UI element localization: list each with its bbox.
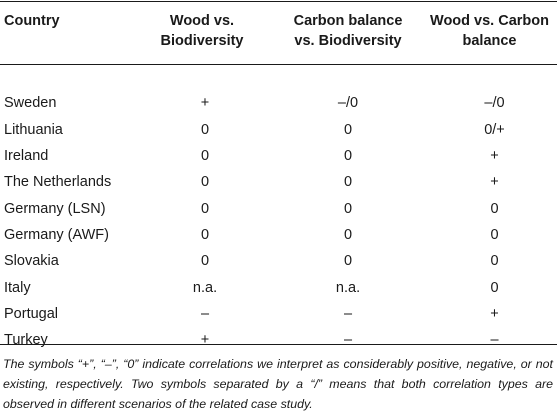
table-row: Italy n.a. n.a. 0 xyxy=(0,274,557,300)
cell-carbon-bio: 0 xyxy=(343,253,353,270)
header-country: Country xyxy=(4,13,60,29)
cell-wood-bio: 0 xyxy=(200,148,210,165)
cell-carbon-bio: 0 xyxy=(343,148,353,165)
cell-country: Germany (AWF) xyxy=(4,226,109,243)
cell-country: Germany (LSN) xyxy=(4,200,106,217)
header-wood-vs-carbon: Wood vs. Carbon balance xyxy=(430,13,549,49)
cell-wood-carbon: 0 xyxy=(490,200,499,217)
cell-wood-carbon: 0 xyxy=(490,279,499,296)
cell-carbon-bio: – xyxy=(343,305,353,322)
cell-country: Sweden xyxy=(4,95,57,112)
cell-wood-carbon: + xyxy=(490,174,499,191)
cell-country: Ireland xyxy=(4,148,49,165)
table-row: Portugal – – + xyxy=(0,301,557,327)
header-carbon-vs-biodiversity: Carbon balance vs. Biodiversity xyxy=(293,13,403,49)
cell-carbon-bio: – xyxy=(343,332,353,349)
table-row: Germany (LSN) 0 0 0 xyxy=(0,195,557,221)
cell-carbon-bio: 0 xyxy=(343,174,353,191)
cell-country: The Netherlands xyxy=(4,174,112,191)
top-rule xyxy=(0,1,557,2)
header-row: Country Wood vs. Biodiversity Carbon bal… xyxy=(0,2,557,64)
cell-wood-carbon: 0 xyxy=(490,226,499,243)
cell-carbon-bio: –/0 xyxy=(337,95,359,112)
cell-country: Portugal xyxy=(4,305,59,322)
cell-carbon-bio: 0 xyxy=(343,226,353,243)
table-row: Germany (AWF) 0 0 0 xyxy=(0,222,557,248)
cell-wood-bio: + xyxy=(200,95,210,112)
table-row: The Netherlands 0 0 + xyxy=(0,169,557,195)
cell-country: Turkey xyxy=(4,332,48,349)
cell-wood-bio: – xyxy=(200,305,210,322)
cell-carbon-bio: 0 xyxy=(343,200,353,217)
cell-wood-bio: 0 xyxy=(200,174,210,191)
cell-wood-carbon: + xyxy=(490,148,499,165)
cell-country: Italy xyxy=(4,279,31,296)
table-row: Ireland 0 0 + xyxy=(0,143,557,169)
bottom-rule xyxy=(0,344,557,345)
table-row: Turkey + – – xyxy=(0,327,557,353)
cell-wood-bio: 0 xyxy=(200,253,210,270)
table-row: Lithuania 0 0 0/+ xyxy=(0,117,557,143)
table-footnote: The symbols “+”, “–”, “0” indicate corre… xyxy=(3,357,553,411)
cell-wood-carbon: + xyxy=(490,305,499,322)
cell-wood-carbon: –/0 xyxy=(484,95,505,112)
cell-wood-carbon: 0 xyxy=(490,253,499,270)
correlation-table: Country Wood vs. Biodiversity Carbon bal… xyxy=(0,2,557,353)
cell-carbon-bio: n.a. xyxy=(335,279,361,296)
cell-carbon-bio: 0 xyxy=(343,121,353,138)
cell-wood-carbon: 0/+ xyxy=(484,121,505,138)
header-rule xyxy=(0,64,557,65)
cell-country: Slovakia xyxy=(4,253,59,270)
header-wood-vs-biodiversity: Wood vs. Biodiversity xyxy=(160,13,244,49)
table-row: Sweden + –/0 –/0 xyxy=(0,90,557,116)
cell-wood-carbon: – xyxy=(490,332,499,349)
cell-wood-bio: 0 xyxy=(200,226,210,243)
cell-wood-bio: 0 xyxy=(200,200,210,217)
cell-wood-bio: n.a. xyxy=(192,279,218,296)
table-row: Slovakia 0 0 0 xyxy=(0,248,557,274)
cell-wood-bio: 0 xyxy=(200,121,210,138)
cell-country: Lithuania xyxy=(4,121,63,138)
cell-wood-bio: + xyxy=(200,332,210,349)
